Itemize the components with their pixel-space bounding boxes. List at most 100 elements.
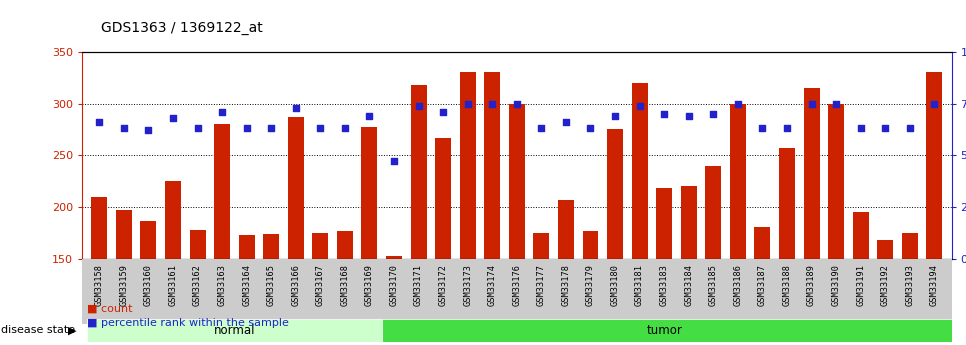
Bar <box>484 72 500 259</box>
Point <box>411 103 426 108</box>
Bar <box>582 231 599 259</box>
Text: GSM33180: GSM33180 <box>611 264 619 306</box>
Bar <box>263 234 279 259</box>
Point <box>533 126 549 131</box>
Bar <box>533 233 550 259</box>
Point <box>361 113 377 119</box>
Text: GSM33172: GSM33172 <box>439 264 447 306</box>
Point <box>509 101 525 106</box>
Text: GSM33187: GSM33187 <box>758 264 767 306</box>
Bar <box>558 200 574 259</box>
Point <box>141 128 156 133</box>
Bar <box>92 197 107 259</box>
Text: GSM33169: GSM33169 <box>365 264 374 306</box>
Bar <box>214 124 230 259</box>
Point <box>313 126 328 131</box>
Text: GSM33190: GSM33190 <box>832 264 840 306</box>
Point <box>804 101 819 106</box>
Point <box>730 101 746 106</box>
Bar <box>435 138 451 259</box>
Text: GSM33188: GSM33188 <box>782 264 791 306</box>
Text: GSM33165: GSM33165 <box>267 264 275 306</box>
Bar <box>239 235 255 259</box>
Text: GSM33170: GSM33170 <box>389 264 399 306</box>
Text: GSM33171: GSM33171 <box>414 264 423 306</box>
Bar <box>509 104 525 259</box>
Text: GDS1363 / 1369122_at: GDS1363 / 1369122_at <box>101 21 263 35</box>
Bar <box>386 256 402 259</box>
Text: disease state: disease state <box>1 325 75 335</box>
Bar <box>337 231 353 259</box>
Point <box>337 126 353 131</box>
Bar <box>189 230 206 259</box>
Point <box>780 126 795 131</box>
Text: GSM33159: GSM33159 <box>120 264 128 306</box>
Bar <box>902 233 918 259</box>
Text: GSM33181: GSM33181 <box>635 264 644 306</box>
Text: GSM33194: GSM33194 <box>930 264 939 306</box>
Point <box>632 103 647 108</box>
Bar <box>705 166 722 259</box>
Bar <box>288 117 303 259</box>
Text: normal: normal <box>213 324 255 337</box>
Point <box>657 111 672 117</box>
Point <box>608 113 623 119</box>
Bar <box>165 181 181 259</box>
Bar <box>116 210 131 259</box>
Bar <box>460 72 475 259</box>
Bar <box>607 129 623 259</box>
Bar <box>853 212 868 259</box>
Text: GSM33185: GSM33185 <box>709 264 718 306</box>
Text: GSM33173: GSM33173 <box>463 264 472 306</box>
Point <box>214 109 230 115</box>
Point <box>92 119 107 125</box>
Text: GSM33174: GSM33174 <box>488 264 497 306</box>
Bar <box>632 83 647 259</box>
Text: GSM33158: GSM33158 <box>95 264 103 306</box>
Bar <box>140 221 156 259</box>
Point <box>239 126 254 131</box>
Text: tumor: tumor <box>646 324 682 337</box>
Point <box>264 126 279 131</box>
Bar <box>804 88 819 259</box>
Bar <box>656 188 672 259</box>
Text: GSM33176: GSM33176 <box>512 264 522 306</box>
Point <box>705 111 721 117</box>
Bar <box>411 85 427 259</box>
Text: GSM33179: GSM33179 <box>586 264 595 306</box>
Bar <box>382 319 959 342</box>
Text: GSM33160: GSM33160 <box>144 264 153 306</box>
Text: GSM33164: GSM33164 <box>242 264 251 306</box>
Bar <box>312 233 328 259</box>
Point <box>582 126 598 131</box>
Point <box>902 126 918 131</box>
Text: GSM33186: GSM33186 <box>733 264 742 306</box>
Bar <box>87 319 382 342</box>
Point <box>288 105 303 110</box>
Text: GSM33162: GSM33162 <box>193 264 202 306</box>
Bar <box>926 72 942 259</box>
Bar <box>681 186 696 259</box>
Text: GSM33166: GSM33166 <box>292 264 300 306</box>
Point <box>681 113 696 119</box>
Text: GSM33189: GSM33189 <box>807 264 816 306</box>
Text: GSM33163: GSM33163 <box>217 264 227 306</box>
Bar <box>779 148 795 259</box>
Point <box>485 101 500 106</box>
Point <box>558 119 574 125</box>
Text: GSM33191: GSM33191 <box>856 264 866 306</box>
Bar <box>828 104 844 259</box>
Point <box>853 126 868 131</box>
Bar <box>730 104 746 259</box>
Text: ■ count: ■ count <box>87 304 132 314</box>
Bar <box>877 240 894 259</box>
Point <box>116 126 131 131</box>
Point <box>829 101 844 106</box>
Bar <box>754 227 770 259</box>
Point <box>460 101 475 106</box>
Text: GSM33184: GSM33184 <box>684 264 694 306</box>
Text: GSM33161: GSM33161 <box>168 264 178 306</box>
Text: ■ percentile rank within the sample: ■ percentile rank within the sample <box>87 318 289 328</box>
Point <box>436 109 451 115</box>
Point <box>189 126 205 131</box>
